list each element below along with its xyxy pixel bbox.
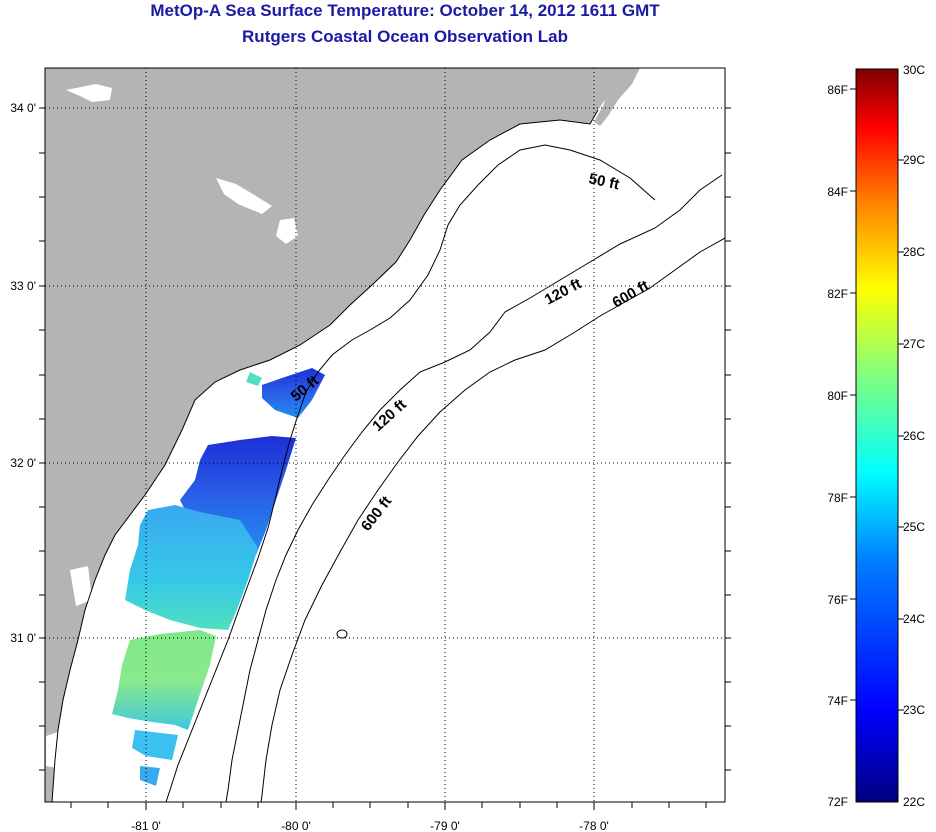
- isobath-label-50ft: 50 ft: [587, 170, 621, 193]
- lat-tick-label: 33 0': [10, 279, 36, 293]
- no-data-patch: [276, 218, 298, 244]
- lon-tick-label: -79 0': [430, 819, 460, 832]
- colorbar-label-c: 28C: [903, 245, 925, 259]
- colorbar-label-c: 30C: [903, 63, 925, 77]
- map-title: MetOp-A Sea Surface Temperature: October…: [150, 1, 660, 20]
- colorbar-label-c: 25C: [903, 520, 925, 534]
- isobath-50ft: [165, 144, 656, 802]
- map-subtitle: Rutgers Coastal Ocean Observation Lab: [242, 27, 568, 46]
- colorbar-label-f: 78F: [827, 491, 848, 505]
- lat-tick-label: 34 0': [10, 101, 36, 115]
- graticule: [45, 68, 725, 802]
- isobath-120ft: [225, 174, 723, 802]
- colorbar-label-c: 27C: [903, 337, 925, 351]
- no-data-patch: [66, 84, 112, 102]
- colorbar-label-f: 84F: [827, 185, 848, 199]
- colorbar: [856, 69, 898, 802]
- land-mass-ne: [594, 68, 640, 126]
- lon-tick-label: -81 0': [131, 819, 161, 832]
- colorbar-label-f: 80F: [827, 389, 848, 403]
- map-frame: [44, 67, 726, 803]
- lon-tick-label: -78 0': [579, 819, 609, 832]
- no-data-patch: [216, 178, 272, 214]
- colorbar-label-c: 29C: [903, 153, 925, 167]
- land-mass: [45, 68, 622, 802]
- no-data-patch: [46, 730, 70, 768]
- colorbar-label-f: 76F: [827, 593, 848, 607]
- colorbar-label-f: 72F: [827, 795, 848, 809]
- colorbar-label-c: 23C: [903, 703, 925, 717]
- colorbar-ticks: [850, 88, 904, 711]
- lat-tick-label: 31 0': [10, 631, 36, 645]
- sst-swath: [112, 368, 325, 786]
- colorbar-label-c: 22C: [903, 795, 925, 809]
- lon-tick-label: -80 0': [281, 819, 311, 832]
- coastline: [51, 109, 599, 802]
- isobath-600ft: [260, 237, 725, 802]
- colorbar-label-f: 74F: [827, 694, 848, 708]
- colorbar-label-f: 86F: [827, 83, 848, 97]
- axis-ticks: [39, 107, 731, 810]
- colorbar-label-c: 26C: [903, 429, 925, 443]
- colorbar-label-c: 24C: [903, 612, 925, 626]
- no-data-patch: [70, 566, 92, 606]
- colorbar-label-f: 82F: [827, 287, 848, 301]
- lat-tick-label: 32 0': [10, 456, 36, 470]
